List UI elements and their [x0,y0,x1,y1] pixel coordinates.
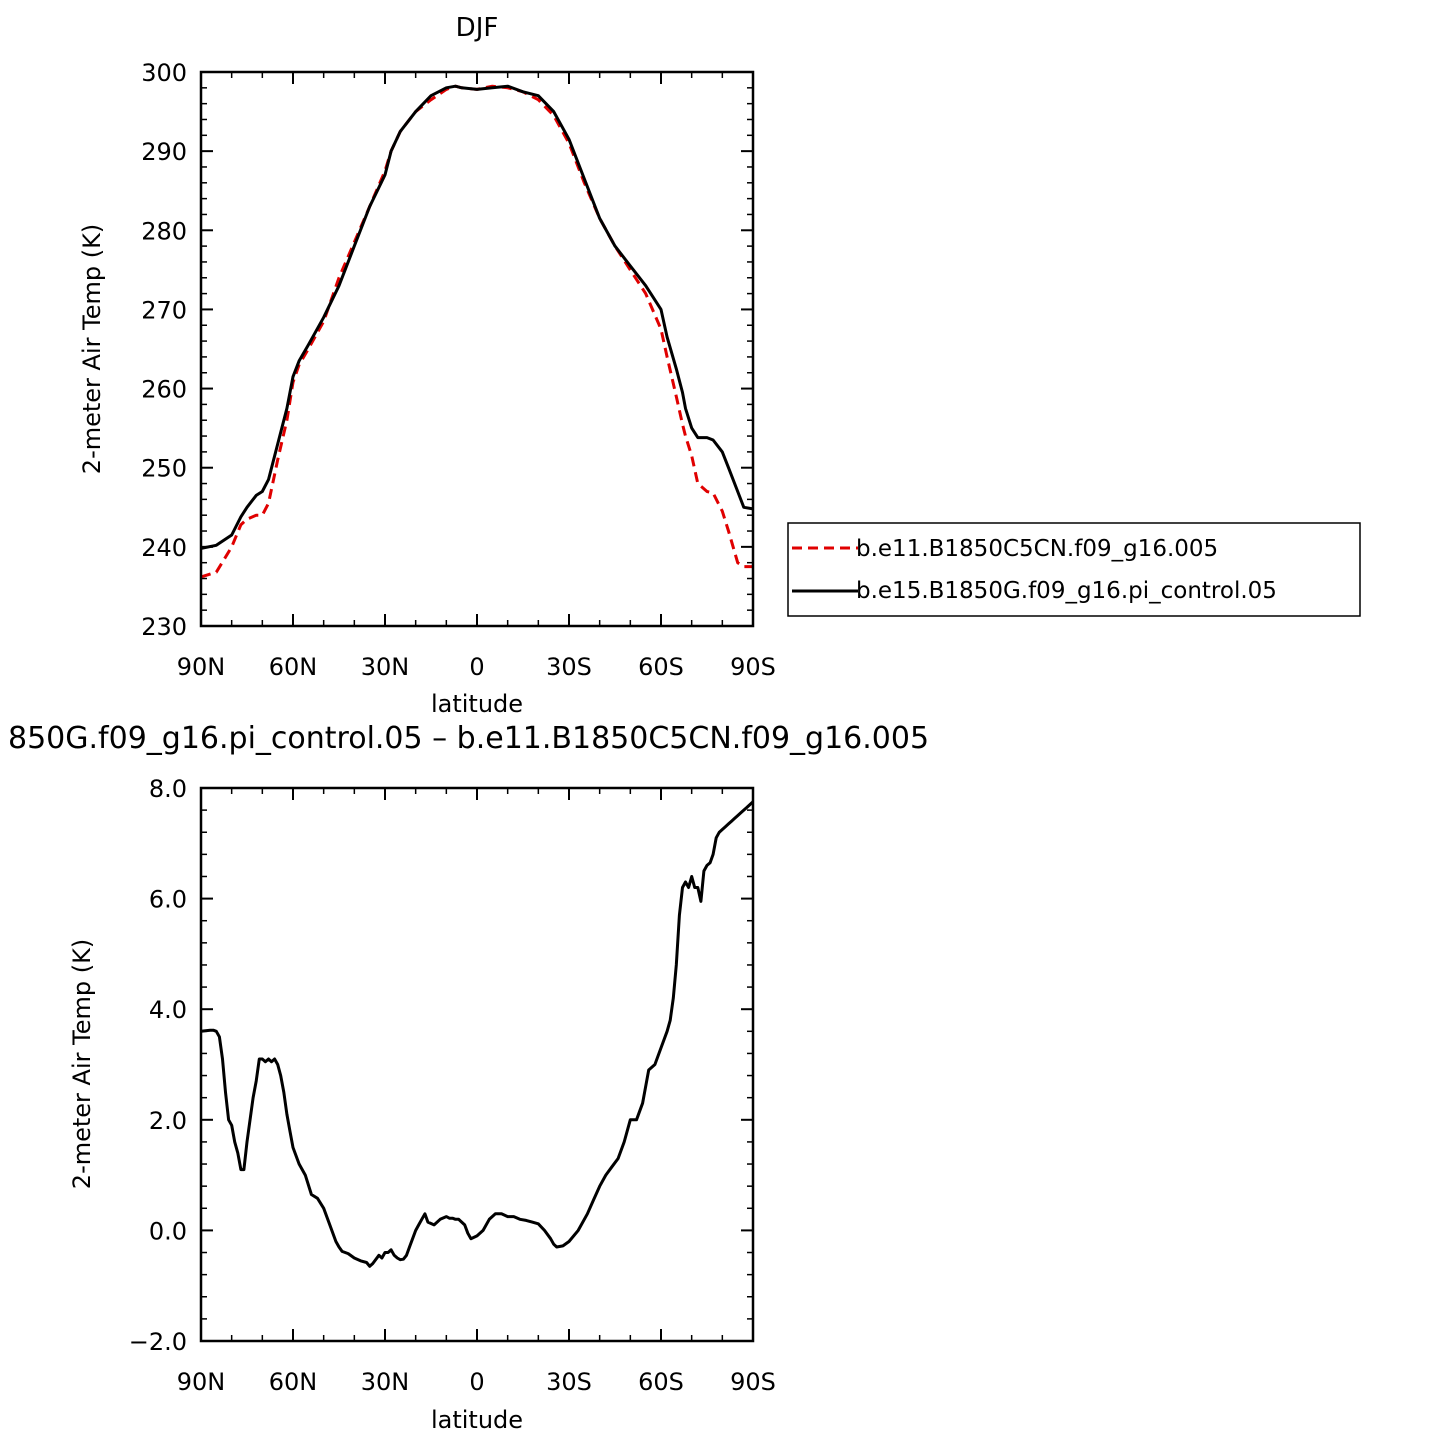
y-tick-label: 300 [141,59,187,87]
x-axis-label: latitude [431,690,523,718]
y-tick-label: 8.0 [149,775,187,803]
x-tick-label: 90S [730,1368,776,1396]
x-tick-label: 30S [546,653,592,681]
y-tick-label: −2.0 [129,1328,187,1356]
x-axis-label: latitude [431,1406,523,1434]
y-tick-label: 0.0 [149,1217,187,1245]
series-line-1 [200,84,754,550]
series-line-0 [200,800,755,1268]
y-tick-label: 240 [141,534,187,562]
y-tick-label: 230 [141,613,187,641]
x-tick-label: 90S [730,653,776,681]
legend: b.e11.B1850C5CN.f09_g16.005 b.e15.B1850G… [787,522,1361,617]
y-tick-label: 280 [141,217,187,245]
legend-label: b.e15.B1850G.f09_g16.pi_control.05 [856,578,1277,604]
axes: 90N 60N 30N 0 30S 60S 90S 230 240 250 260 270 280 290… [141,59,776,681]
y-tick-label: 4.0 [149,996,187,1024]
y-tick-label: 6.0 [149,886,187,914]
y-tick-label: 2.0 [149,1107,187,1135]
axes: 90N 60N 30N 0 30S 60S 90S −2.0 0.0 2.0 4.0 6.0 8.0 [129,775,776,1396]
series-layer [200,84,754,579]
x-tick-label: 60S [638,653,684,681]
y-tick-label: 250 [141,455,187,483]
x-tick-label: 90N [177,653,226,681]
plot-frame [199,70,755,628]
y-tick-label: 260 [141,376,187,404]
y-tick-label: 290 [141,138,187,166]
x-tick-label: 0 [469,653,484,681]
x-tick-label: 30N [361,1368,410,1396]
x-tick-label: 90N [177,1368,226,1396]
x-tick-label: 0 [469,1368,484,1396]
y-axis-label: 2-meter Air Temp (K) [68,939,96,1189]
x-tick-label: 60S [638,1368,684,1396]
series-layer [200,800,755,1268]
x-tick-label: 60N [269,1368,318,1396]
series-line-0 [200,84,753,579]
x-tick-label: 60N [269,653,318,681]
legend-label: b.e11.B1850C5CN.f09_g16.005 [856,536,1218,562]
chart-title: DJF [456,13,499,43]
chart-djf: DJF 2-meter Air Temp (K) latitude 90N 60N… [78,13,776,718]
plot-frame [199,786,755,1343]
chart-difference: 850G.f09_g16.pi_control.05 – b.e11.B1850… [8,721,929,1434]
y-axis-label: 2-meter Air Temp (K) [78,224,106,474]
chart-title: 850G.f09_g16.pi_control.05 – b.e11.B1850… [8,721,929,756]
y-tick-label: 270 [141,296,187,324]
x-tick-label: 30S [546,1368,592,1396]
legend-box [787,522,1361,617]
x-tick-label: 30N [361,653,410,681]
